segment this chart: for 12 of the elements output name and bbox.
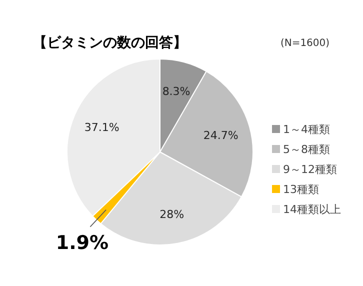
legend-label: 14種類以上 — [283, 203, 341, 216]
legend-label: 9～12種類 — [283, 163, 337, 176]
data-label: 28% — [160, 208, 184, 222]
data-label: 37.1% — [84, 121, 120, 134]
legend-label: 13種類 — [283, 183, 319, 196]
chart-title: 【ビタミンの数の回答】 — [33, 35, 187, 51]
data-label: 24.7% — [203, 128, 238, 142]
legend-label: 1～4種類 — [283, 123, 330, 136]
data-label: 1.9% — [56, 232, 109, 254]
chart-subtitle: (N=1600) — [280, 38, 330, 49]
legend-label: 5～8種類 — [283, 143, 330, 156]
data-label: 8.3% — [162, 84, 190, 98]
